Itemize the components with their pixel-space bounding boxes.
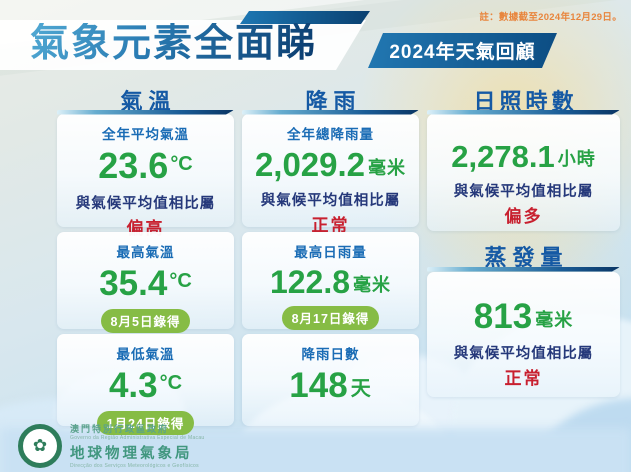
compare-label: 與氣候平均值相比屬: [453, 184, 594, 200]
section-header-rainfall: 降雨: [305, 89, 362, 114]
compare-status: 偏多: [504, 207, 543, 226]
section-underline: [242, 110, 419, 115]
metric-label: 最高日雨量: [294, 245, 367, 260]
metric-value: 35.4 °C: [99, 264, 192, 303]
metric-card-sunshine-hours: 2,278.1 小時 與氣候平均值相比屬 偏多: [427, 114, 620, 231]
metric-label: 最低氣溫: [116, 347, 175, 362]
title-accent-stripe: [240, 11, 370, 24]
record-date-badge: 1月24日錄得: [96, 411, 195, 435]
section-header-sunshine: 日照時數: [473, 89, 578, 114]
compare-label: 與氣候平均值相比屬: [260, 193, 401, 209]
year-review-badge: 2024年天氣回顧: [368, 33, 557, 68]
government-name-zh: 澳門特別行政區政府: [70, 424, 170, 434]
unit-label: 小時: [557, 149, 596, 169]
metric-card-evaporation: 813 毫米 與氣候平均值相比屬 正常: [427, 272, 620, 397]
metric-label: 全年總降雨量: [287, 127, 374, 142]
metric-card-min-temp: 最低氣溫 4.3 °C 1月24日錄得: [57, 334, 234, 435]
metric-value: 23.6 °C: [98, 145, 193, 186]
metric-card-annual-avg-temp: 全年平均氣溫 23.6 °C 與氣候平均值相比屬 偏高: [57, 114, 234, 238]
macau-lotus-emblem-icon: ✿: [18, 423, 62, 468]
government-name-pt: Governo da Região Administrativa Especia…: [70, 435, 205, 441]
metric-value: 813 毫米: [473, 297, 574, 336]
metric-value: 122.8 毫米: [269, 264, 392, 300]
metric-card-rainy-days: 降雨日數 148 天: [242, 334, 419, 426]
section-header-evaporation: 蒸發量: [484, 245, 569, 270]
page-title: 氣象元素全面睇: [30, 22, 318, 65]
record-date-badge: 8月17日錄得: [281, 306, 380, 330]
section-underline: [427, 110, 620, 115]
section-header-temperature: 氣溫: [120, 89, 177, 114]
section-underline: [57, 110, 234, 115]
compare-label: 與氣候平均值相比屬: [453, 346, 594, 362]
metric-label: 全年平均氣溫: [102, 127, 189, 142]
metric-value: 148 天: [289, 366, 372, 405]
bureau-name-pt: Direcção dos Serviços Meteorológicos e G…: [70, 463, 199, 469]
cloud-band: [0, 428, 631, 472]
unit-label: 毫米: [535, 310, 574, 330]
unit-label: °C: [169, 270, 192, 292]
metric-value: 2,278.1 小時: [451, 139, 596, 174]
metric-label: 降雨日數: [301, 347, 360, 362]
metric-card-max-daily-rainfall: 最高日雨量 122.8 毫米 8月17日錄得: [242, 232, 419, 330]
section-underline: [427, 267, 620, 272]
record-date-badge: 8月5日錄得: [100, 309, 191, 333]
unit-label: 毫米: [353, 275, 392, 295]
agency-logo-block: ✿ 澳門特別行政區政府 Governo da Região Administra…: [18, 422, 205, 469]
unit-label: 天: [350, 378, 372, 400]
metric-value: 2,029.2 毫米: [254, 146, 407, 183]
metric-value: 4.3 °C: [108, 366, 183, 405]
title-band: [0, 20, 366, 70]
unit-label: 毫米: [368, 158, 407, 178]
data-cutoff-note: 註：數據截至2024年12月29日。: [479, 12, 622, 23]
compare-status: 正常: [311, 216, 350, 235]
metric-label: 最高氣溫: [116, 245, 175, 260]
agency-names: 澳門特別行政區政府 Governo da Região Administrati…: [70, 422, 205, 469]
metric-card-max-temp: 最高氣溫 35.4 °C 8月5日錄得: [57, 232, 234, 333]
bureau-name-zh: 地球物理氣象局: [70, 446, 193, 462]
unit-label: °C: [159, 372, 183, 394]
unit-label: °C: [170, 153, 193, 175]
compare-label: 與氣候平均值相比屬: [75, 196, 216, 212]
compare-status: 正常: [504, 369, 543, 388]
metric-card-annual-rainfall: 全年總降雨量 2,029.2 毫米 與氣候平均值相比屬 正常: [242, 114, 419, 235]
